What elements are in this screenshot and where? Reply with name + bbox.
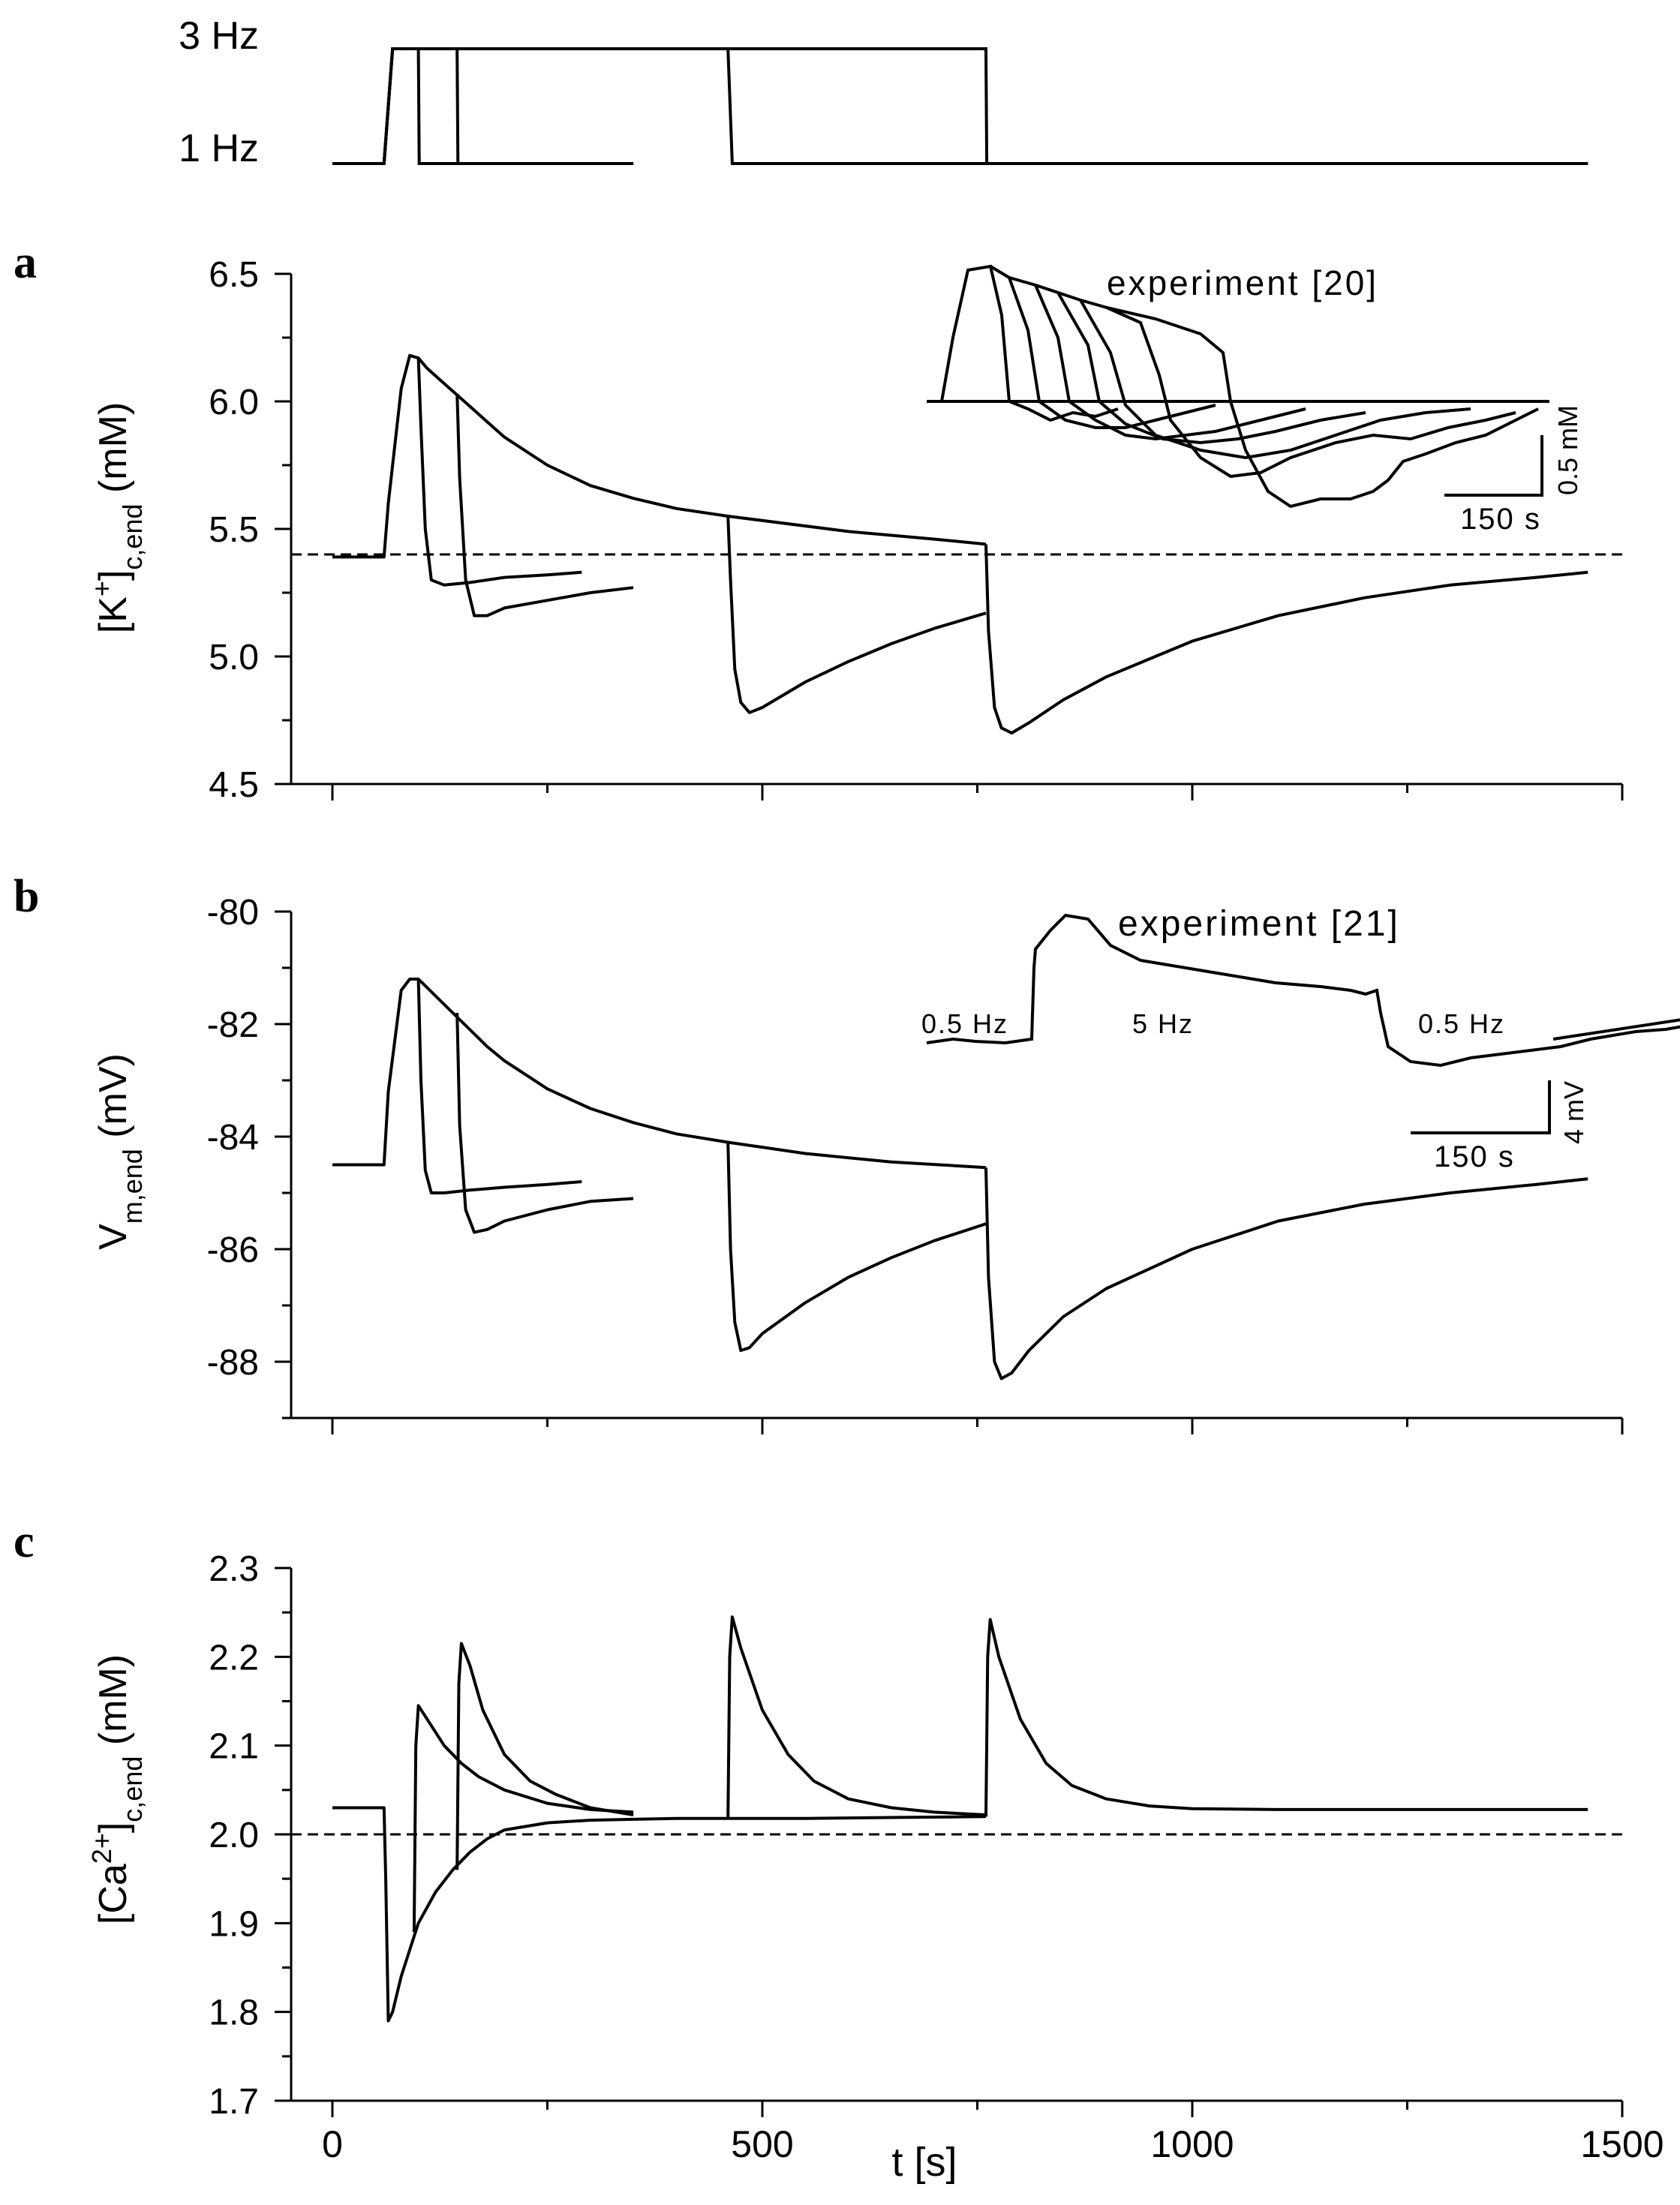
y-tick-label-b: -88 (207, 1343, 259, 1383)
panel-letter-c: c (14, 1516, 35, 1567)
stimulus-protocol: 3 Hz 1 Hz (179, 14, 1588, 170)
stim-trace-1 (332, 47, 634, 165)
stim-label-3hz: 3 Hz (179, 14, 259, 58)
ylabel-a: [K+]c,end (mM) (86, 402, 148, 633)
y-tick-label-b: -84 (207, 1118, 259, 1158)
series-c-5 (984, 1618, 1588, 1817)
series-b-4 (726, 1142, 987, 1352)
inset-a-trace-7 (1106, 306, 1539, 509)
inset-a-scale-x: 150 s (1460, 503, 1541, 536)
series-b-1 (332, 978, 987, 1170)
y-tick-label-a: 6.5 (209, 255, 259, 295)
series-c-1 (332, 1806, 987, 2023)
series-a-4 (727, 515, 987, 546)
panel-b: b -88 -86 -84 -82 -80 Vm,end (mV) experiment… (14, 871, 1680, 1434)
inset-b-freq-3: 0.5 Hz (1418, 1008, 1505, 1039)
ylabel-b: Vm,end (mV) (92, 1053, 148, 1250)
axes-b: -88 -86 -84 -82 -80 (207, 893, 1624, 1434)
ylabel-b-sub: m,end (117, 1149, 148, 1224)
x-tick-label: 1500 (1580, 2123, 1663, 2165)
inset-a-trace-5 (1057, 291, 1471, 460)
axes-c: 1.7 1.8 1.9 2.0 2.1 2.2 2.3 0 500 1000 1500 (209, 1549, 1663, 2165)
y-tick-label-b: -82 (207, 1005, 259, 1045)
panel-letter-b: b (14, 871, 39, 922)
x-tick-label: 1000 (1150, 2123, 1234, 2165)
y-tick-label-a: 5.5 (209, 510, 259, 550)
y-tick-label-c: 1.9 (209, 1904, 259, 1944)
inset-experiment-21: experiment [21] 0.5 Hz 5 Hz 0.5 Hz 150 s… (921, 904, 1680, 1173)
ylabel-c: [Ca2+]c,end (mM) (86, 1654, 148, 1924)
series-c-3 (455, 1642, 634, 1870)
series-c-4 (726, 1615, 987, 1819)
stim-label-1hz: 1 Hz (179, 127, 259, 170)
inset-b-scale-x: 150 s (1434, 1140, 1515, 1173)
inset-b-freq-1: 0.5 Hz (921, 1008, 1008, 1039)
inset-b-scalebar (1411, 1080, 1551, 1134)
series-a-1 (332, 353, 729, 559)
ylabel-c-sub: c,end (117, 1756, 148, 1822)
y-tick-label-a: 6.0 (209, 383, 259, 422)
inset-a-trace-6 (1080, 299, 1516, 479)
ylabel-a-unit: (mM) (92, 402, 135, 504)
series-b-3 (455, 1012, 634, 1234)
y-tick-label-c: 1.7 (209, 2082, 259, 2122)
inset-a-scalebar (1444, 435, 1543, 497)
y-tick-label-b: -80 (207, 893, 259, 933)
axes-a: 4.5 5.0 5.5 6.0 6.5 (209, 255, 1624, 805)
inset-a-title: experiment [20] (1107, 263, 1378, 302)
ylabel-b-unit: (mV) (92, 1053, 135, 1149)
series-c-2 (412, 1704, 634, 1933)
y-tick-label-c: 2.3 (209, 1549, 259, 1589)
stim-trace-2 (332, 47, 634, 165)
inset-a-trace-3 (1008, 276, 1306, 441)
ylabel-c-unit: (mM) (92, 1654, 135, 1756)
inset-b-scale-y: 4 mV (1558, 1081, 1589, 1144)
series-b-5 (984, 1167, 1588, 1380)
panel-c: c 1.7 1.8 1.9 2.0 2.1 2.2 2.3 0 500 1000 1500 [Ca2… (14, 1516, 1664, 2185)
ylabel-a-main: [K (92, 596, 135, 633)
ylabel-c-close: ] (92, 1822, 135, 1833)
x-tick-label: 500 (731, 2123, 793, 2165)
y-tick-label-b: -86 (207, 1230, 259, 1270)
series-a-6 (984, 544, 1588, 734)
ylabel-b-main: V (92, 1224, 135, 1250)
panel-a: a 4.5 5.0 5.5 6.0 6.5 [K+]c,end (mM) experim… (14, 237, 1624, 805)
inset-experiment-20: experiment [20] 150 s 0.5 mM (927, 263, 1583, 536)
series-a-5 (726, 515, 987, 714)
inset-b-title: experiment [21] (1118, 904, 1400, 944)
y-tick-label-c: 2.2 (209, 1638, 259, 1678)
y-tick-label-a: 5.0 (209, 638, 259, 677)
y-tick-label-a: 4.5 (209, 765, 259, 805)
y-tick-label-c: 2.1 (209, 1727, 259, 1767)
series-b-2 (416, 978, 582, 1194)
ylabel-a-sub: c,end (117, 504, 148, 570)
ylabel-a-sup: + (86, 581, 117, 596)
inset-b-trace (926, 913, 1680, 1068)
inset-a-scale-y: 0.5 mM (1552, 405, 1583, 495)
y-tick-label-c: 1.8 (209, 1993, 259, 2033)
panel-letter-a: a (14, 237, 37, 288)
ylabel-c-sup: 2+ (86, 1833, 117, 1864)
x-tick-label: 0 (322, 2123, 343, 2165)
stim-trace-4 (382, 47, 1588, 165)
series-a-2 (416, 358, 582, 587)
xlabel: t [s] (891, 2140, 957, 2185)
ylabel-a-close: ] (92, 570, 135, 581)
ylabel-c-main: [Ca (92, 1864, 135, 1924)
series-a-3 (455, 393, 634, 617)
inset-b-freq-2: 5 Hz (1132, 1008, 1194, 1039)
inset-a-trace-1 (940, 264, 1119, 422)
y-tick-label-c: 2.0 (209, 1816, 259, 1855)
